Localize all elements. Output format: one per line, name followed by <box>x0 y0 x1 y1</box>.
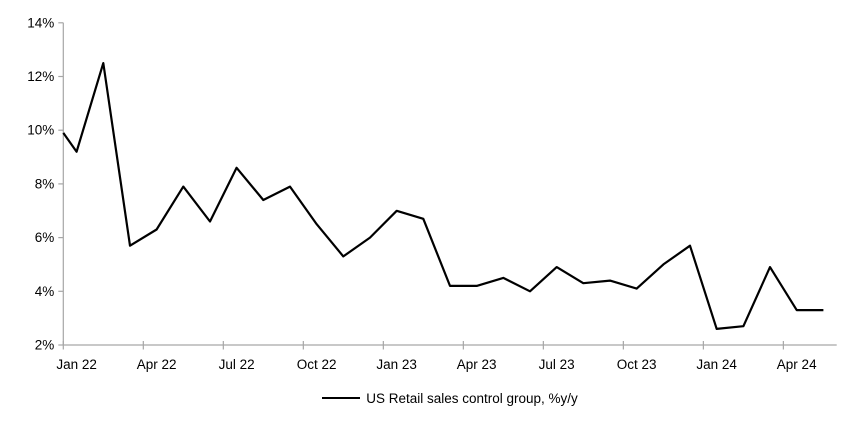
x-tick-label: Jan 24 <box>696 357 737 372</box>
legend-line-sample <box>322 397 361 399</box>
x-tick-label: Apr 23 <box>457 357 497 372</box>
y-tick-label: 6% <box>35 230 55 245</box>
y-tick-label: 12% <box>27 69 54 84</box>
y-tick-label: 2% <box>35 338 55 353</box>
x-tick-label: Apr 24 <box>777 357 817 372</box>
y-tick-label: 14% <box>27 15 54 30</box>
x-tick-label: Jan 22 <box>56 357 97 372</box>
x-tick-label: Oct 22 <box>297 357 337 372</box>
x-tick-label: Jul 23 <box>539 357 575 372</box>
x-tick-label: Jan 23 <box>376 357 417 372</box>
series-line <box>62 61 824 330</box>
y-tick-label: 8% <box>35 176 55 191</box>
x-tick-label: Jul 22 <box>219 357 255 372</box>
legend: US Retail sales control group, %y/y <box>63 390 837 406</box>
x-tick-label: Apr 22 <box>137 357 177 372</box>
y-tick-label: 10% <box>27 123 54 138</box>
x-tick-label: Oct 23 <box>617 357 657 372</box>
y-tick-label: 4% <box>35 284 55 299</box>
legend-label: US Retail sales control group, %y/y <box>366 390 578 406</box>
